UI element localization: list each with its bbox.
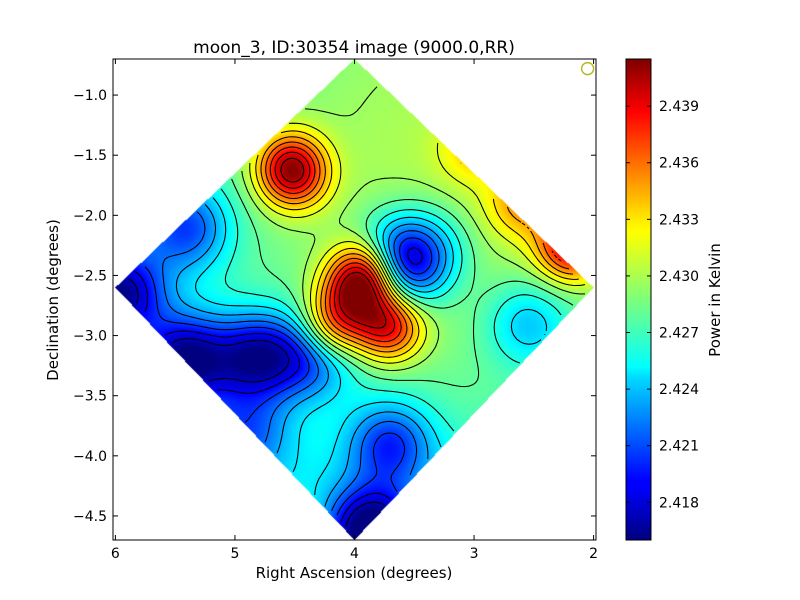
x-tick-label: 2 xyxy=(589,546,598,562)
colorbar-ticks: 2.418 2.421 2.424 2.427 2.430 2.433 2.436 2.439 xyxy=(626,99,699,511)
colorbar-frame xyxy=(625,58,652,541)
colorbar-tick-label: 2.424 xyxy=(659,382,699,398)
y-axis-ticks: −1.0 −1.5 −2.0 −2.5 −3.0 −3.5 −4.0 −4.5 xyxy=(73,88,596,525)
chart-title: moon_3, ID:30354 image (9000.0,RR) xyxy=(193,38,515,58)
contour-lines xyxy=(128,86,586,528)
heatmap-image xyxy=(113,59,596,540)
colorbar-tick-label: 2.430 xyxy=(659,269,699,285)
colorbar-gradient xyxy=(626,59,651,540)
y-tick-label: −4.5 xyxy=(73,509,107,525)
y-tick-label: −3.5 xyxy=(73,389,107,405)
colorbar-tick-label: 2.418 xyxy=(659,495,699,511)
y-tick-label: −2.0 xyxy=(73,208,107,224)
y-tick-label: −3.0 xyxy=(73,329,107,345)
x-tick-label: 3 xyxy=(470,546,479,562)
colorbar-tick-label: 2.433 xyxy=(659,212,699,228)
colorbar-tick-label: 2.439 xyxy=(659,99,699,115)
y-tick-label: −1.0 xyxy=(73,88,107,104)
plot-area: 6 5 4 3 2 −1.0 −1.5 −2.0 −2.5 −3.0 −3.5 −4.0 −4.5 xyxy=(73,58,598,562)
x-axis-label: Right Ascension (degrees) xyxy=(256,564,453,582)
colorbar-tick-label: 2.436 xyxy=(659,156,699,172)
colorbar: 2.418 2.421 2.424 2.427 2.430 2.433 2.436 2.439… xyxy=(625,58,724,541)
beam-marker xyxy=(580,61,595,76)
y-tick-label: −1.5 xyxy=(73,148,107,164)
x-tick-label: 5 xyxy=(230,546,239,562)
colorbar-label: Power in Kelvin xyxy=(706,243,724,357)
y-tick-label: −2.5 xyxy=(73,268,107,284)
x-tick-label: 4 xyxy=(350,546,359,562)
y-axis-label: Declination (degrees) xyxy=(44,219,62,381)
colorbar-tick-label: 2.421 xyxy=(659,439,699,455)
y-tick-label: −4.0 xyxy=(73,449,107,465)
x-axis-ticks: 6 5 4 3 2 xyxy=(111,59,598,562)
x-tick-label: 6 xyxy=(111,546,120,562)
colorbar-tick-label: 2.427 xyxy=(659,326,699,342)
